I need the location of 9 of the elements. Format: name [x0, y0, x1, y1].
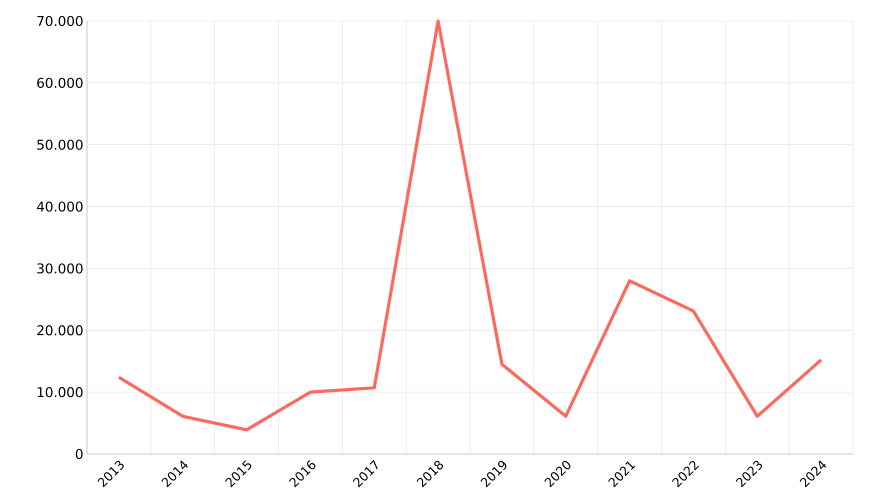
line-series [117, 19, 823, 432]
y-tick-label: 30.000 [37, 263, 83, 274]
y-tick-label: 70.000 [37, 16, 83, 26]
y-tick-label: 40.000 [36, 201, 83, 212]
y-tick-label: 20.000 [37, 325, 83, 336]
y-tick-label: 10.000 [38, 387, 83, 398]
y-tick-label: 0 [76, 448, 83, 460]
y-tick-label: 60.000 [37, 78, 83, 88]
y-tick-label: 50.000 [37, 140, 83, 150]
